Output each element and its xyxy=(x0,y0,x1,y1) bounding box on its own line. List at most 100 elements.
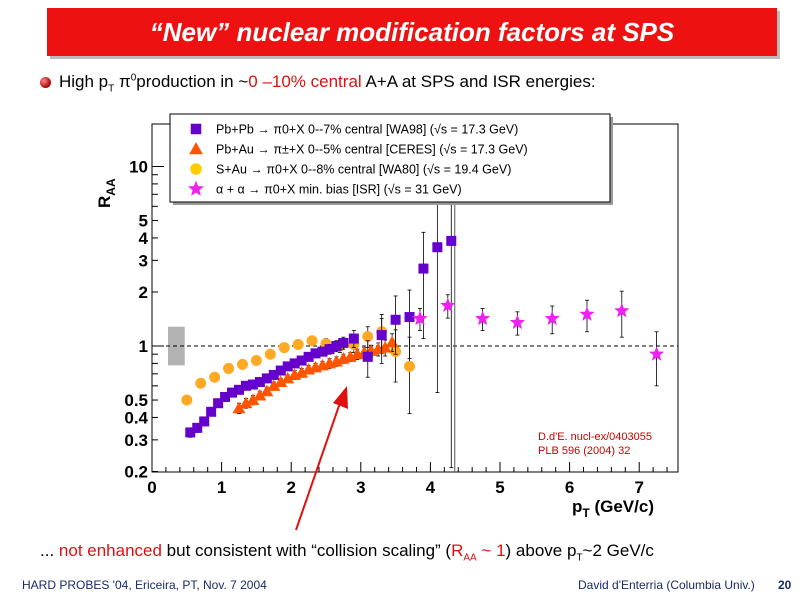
x-tick-label: 7 xyxy=(634,478,643,497)
y-tick-label: 3 xyxy=(139,251,148,270)
data-point-square xyxy=(282,361,293,372)
y-tick-label: 0.5 xyxy=(124,391,148,410)
data-point-square xyxy=(261,373,272,384)
x-tick-label: 1 xyxy=(217,478,226,497)
data-point-square xyxy=(362,351,373,362)
reference-citation: D.d'E. nucl-ex/0403055 xyxy=(538,431,652,443)
data-point-circle xyxy=(209,371,221,383)
y-tick-label: 10 xyxy=(129,158,148,177)
data-point-square xyxy=(206,406,217,417)
data-point-square xyxy=(376,330,387,341)
data-point-circle xyxy=(264,348,276,360)
axis-labels: pT (GeV/c) RAA D.d'E. nucl-ex/0403055 PLB 5… xyxy=(95,178,654,520)
legend-entry: S+Au → π0+X 0--8% central [WA80] (√s = 1… xyxy=(216,163,511,177)
data-point-circle xyxy=(195,377,207,389)
data-point-triangle xyxy=(274,375,288,388)
conclusion-text-3: ) above p xyxy=(505,541,577,560)
data-point-triangle xyxy=(239,396,253,409)
reference-journal: PLB 596 (2004) 32 xyxy=(538,445,630,457)
x-tick-label: 3 xyxy=(356,478,365,497)
legend-entry: Pb+Au → π±+X 0--5% central [CERES] (√s =… xyxy=(216,143,528,157)
data-point-square xyxy=(390,314,401,325)
data-point-triangle xyxy=(295,366,309,378)
data-point-square xyxy=(432,242,443,253)
data-point-star xyxy=(649,346,665,361)
data-point-circle xyxy=(306,335,318,347)
x-tick-label: 5 xyxy=(495,478,504,497)
x-tick-label: 2 xyxy=(286,478,295,497)
data-point-square xyxy=(324,344,335,355)
data-point-square xyxy=(234,384,244,395)
data-point-square xyxy=(289,358,300,369)
data-point-triangle xyxy=(281,371,295,384)
bullet-sup-0: 0 xyxy=(130,72,137,84)
title-bar: “New” nuclear modification factors at SP… xyxy=(47,8,777,56)
data-point-star xyxy=(544,310,560,326)
legend-marker-triangle xyxy=(189,142,203,155)
data-point-circle xyxy=(223,362,235,374)
y-tick-label: 5 xyxy=(139,212,148,231)
footer-author: David d'Enterria (Columbia Univ.) xyxy=(578,578,755,592)
data-point-square xyxy=(247,379,258,390)
data-point-star xyxy=(412,310,428,326)
page-number: 20 xyxy=(778,578,792,592)
y-tick-label: 2 xyxy=(139,283,148,302)
legend-entry: α + α → π0+X min. bias [ISR] (√s = 31 Ge… xyxy=(216,183,462,197)
data-point-square xyxy=(446,235,457,246)
data-point-square xyxy=(331,341,342,351)
conclusion-highlight: not enhanced xyxy=(58,541,162,560)
data-point-star xyxy=(614,302,630,318)
data-markers xyxy=(181,180,665,469)
legend: Pb+Pb → π0+X 0--7% central [WA98] (√s = … xyxy=(169,113,613,205)
conclusion-sub-t: T xyxy=(576,552,583,564)
data-point-triangle xyxy=(253,388,267,401)
conclusion-line: ... not enhanced but consistent with “co… xyxy=(40,541,654,563)
data-point-square xyxy=(348,333,359,344)
data-point-triangle xyxy=(260,384,274,397)
footer-conference: HARD PROBES '04, Ericeira, PT, Nov. 7 20… xyxy=(22,578,267,592)
bullet-text-3: production in ~ xyxy=(136,72,249,91)
data-point-circle xyxy=(362,330,374,342)
conclusion-text-4: ~2 GeV/c xyxy=(582,541,654,560)
y-tick-label: 0.2 xyxy=(124,462,148,481)
data-point-square xyxy=(418,263,429,274)
data-point-square xyxy=(240,380,251,391)
conclusion-raa-sub: AA xyxy=(463,552,477,564)
legend-marker-star xyxy=(188,180,204,196)
x-tick-label: 6 xyxy=(565,478,574,497)
red-arrow xyxy=(295,386,348,531)
conclusion-text-2: but consistent with “collision scaling” … xyxy=(161,541,452,560)
data-point-circle xyxy=(404,360,416,372)
bullet-line: High pT π0production in ~0 –10% central … xyxy=(40,72,596,94)
data-point-circle xyxy=(250,355,262,367)
data-point-square xyxy=(213,398,224,409)
y-tick-label: 1 xyxy=(139,337,148,356)
data-point-square xyxy=(185,427,196,438)
data-point-triangle xyxy=(246,393,260,406)
legend-box xyxy=(169,113,611,203)
data-point-square xyxy=(338,337,349,348)
conclusion-approx-one: ~ 1 xyxy=(476,541,506,560)
data-point-square xyxy=(268,369,279,380)
bullet-icon xyxy=(40,77,51,89)
data-point-star xyxy=(440,297,456,312)
data-point-star xyxy=(579,306,595,321)
y-tick-label: 4 xyxy=(139,229,149,248)
bullet-text-1: High p xyxy=(59,72,109,91)
data-point-square xyxy=(275,365,286,376)
conclusion-text-1: ... xyxy=(40,541,59,560)
conclusion-raa: R xyxy=(451,541,464,560)
legend-entry: Pb+Pb → π0+X 0--7% central [WA98] (√s = … xyxy=(216,123,518,137)
data-point-square xyxy=(303,351,314,362)
y-tick-label: 0.4 xyxy=(124,408,148,427)
bullet-text-2: π xyxy=(114,72,131,91)
data-point-star xyxy=(475,310,491,326)
data-point-square xyxy=(254,377,265,388)
data-point-square xyxy=(317,346,328,357)
y-axis-label: RAA xyxy=(95,178,118,208)
x-tick-label: 4 xyxy=(426,478,436,497)
bullet-sub-t: T xyxy=(108,83,115,95)
slide-title: “New” nuclear modification factors at SP… xyxy=(149,17,675,47)
